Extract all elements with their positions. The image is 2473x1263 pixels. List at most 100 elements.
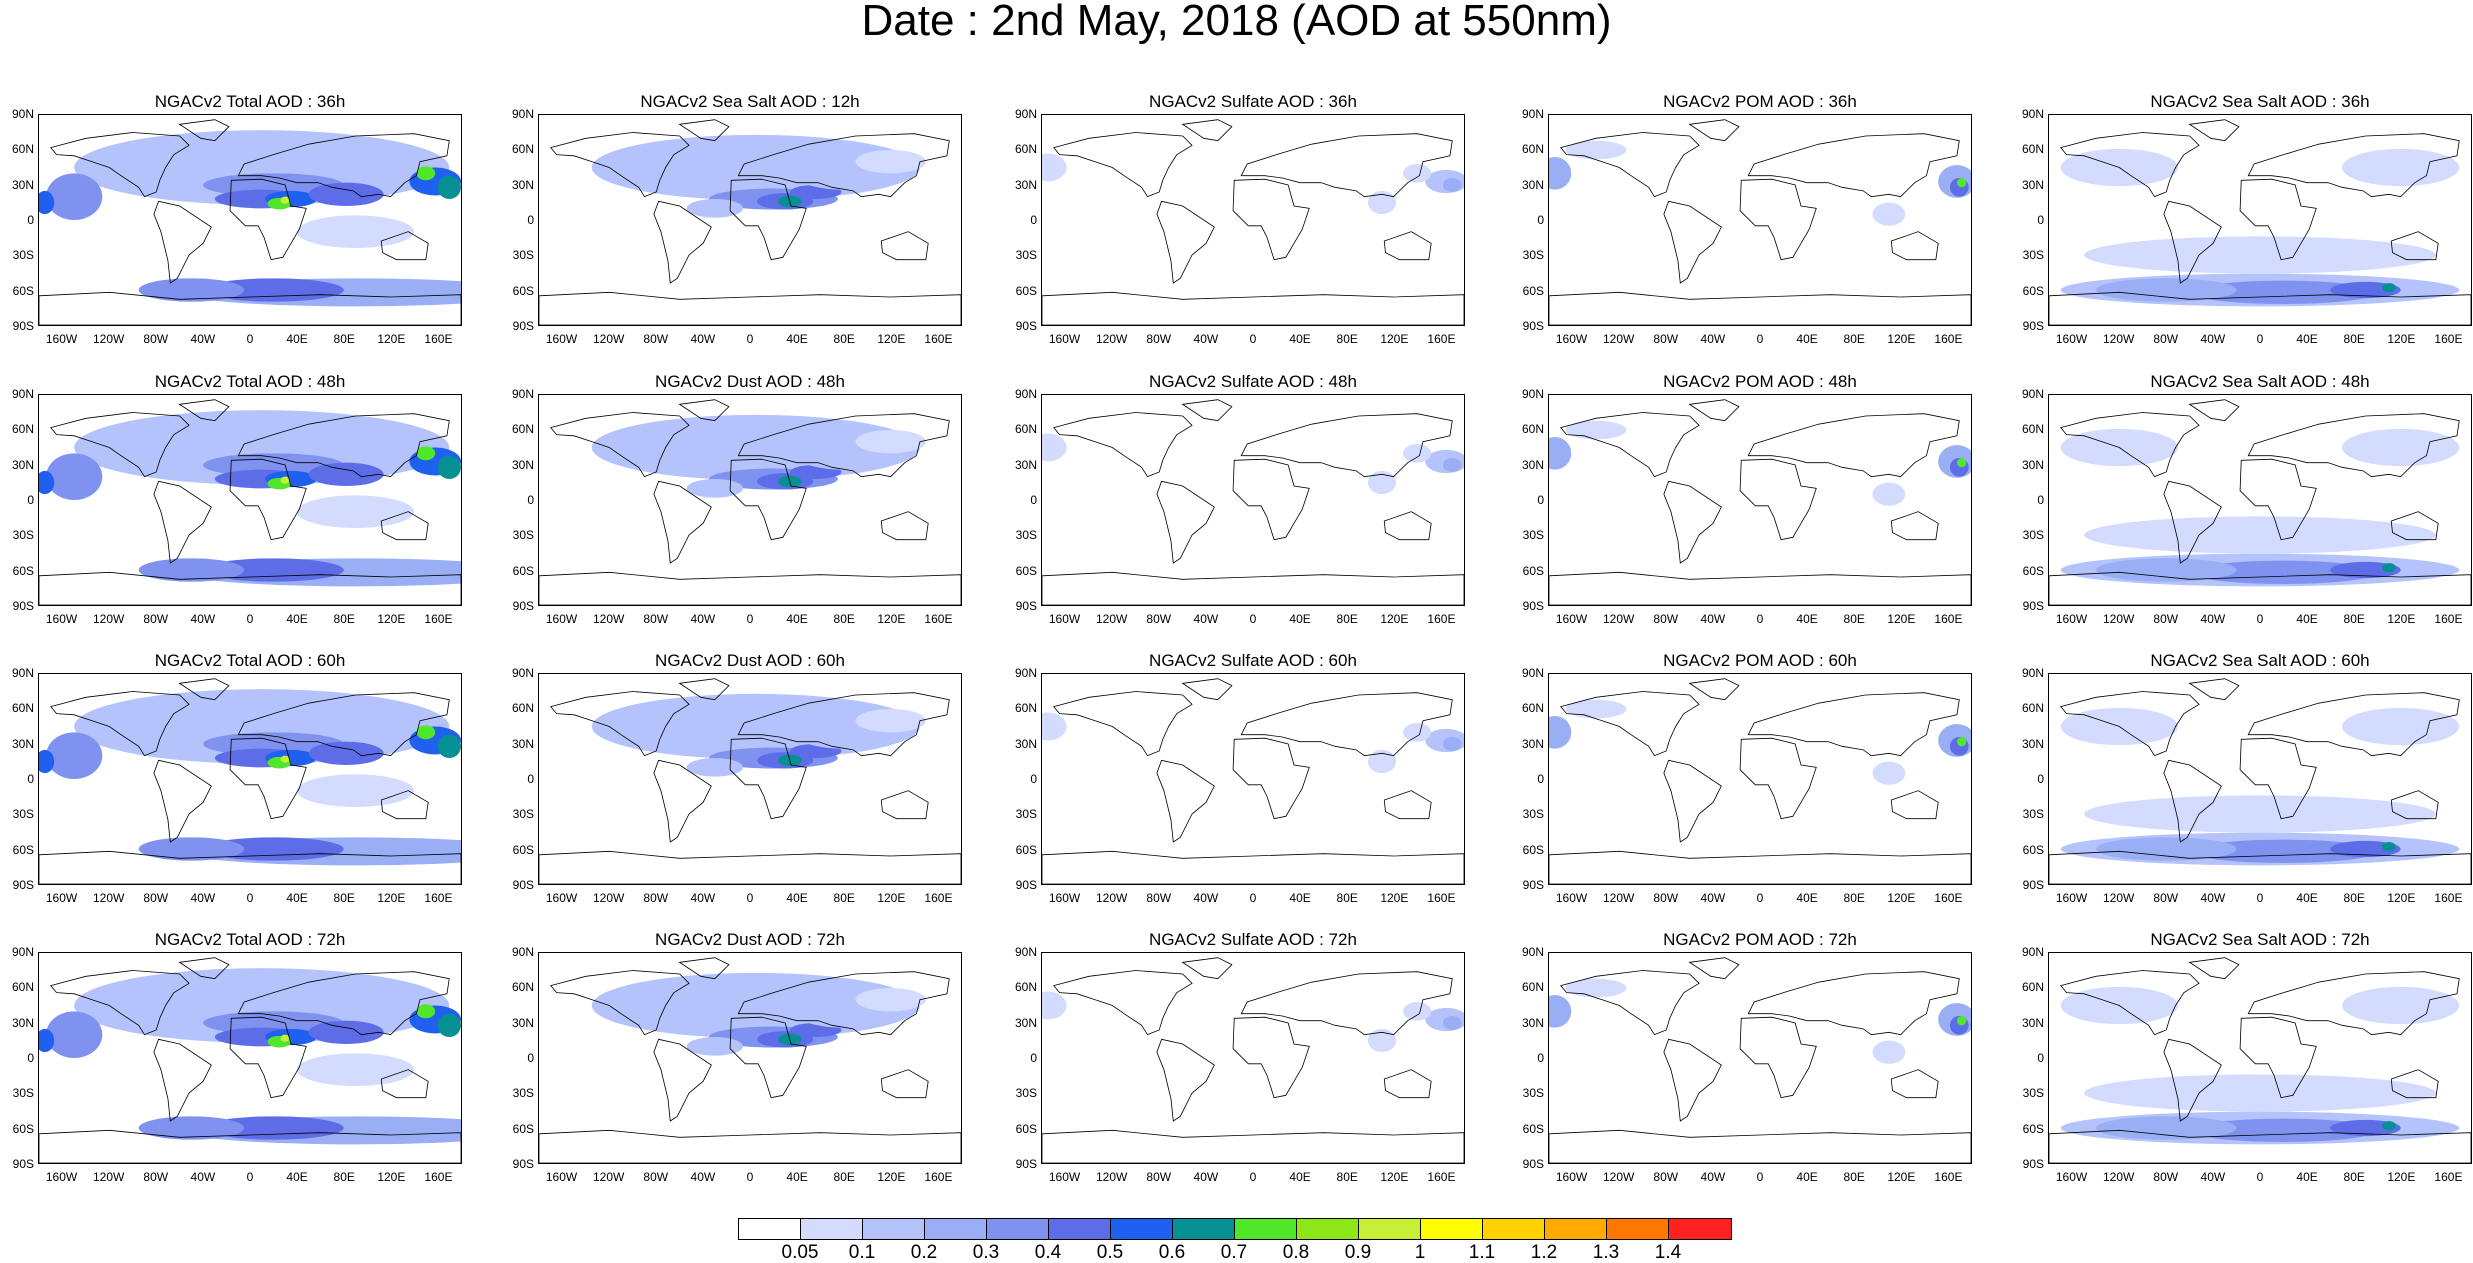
latitude-tick-label: 90S <box>1522 319 1544 333</box>
longitude-tick-label: 160W <box>45 612 78 626</box>
aod-contour-region <box>280 1034 290 1042</box>
longitude-tick-label: 80W <box>2153 1170 2179 1184</box>
map-panel: NGACv2 Dust AOD : 48h 90N 60N 30N 0 30S 60S 90S… <box>500 372 1000 642</box>
aod-contour-region <box>1367 190 1397 215</box>
coastline <box>880 1069 929 1099</box>
aod-contour-region <box>46 1011 103 1058</box>
latitude-tick-label: 90N <box>2021 666 2044 680</box>
longitude-tick-label: 40W <box>2200 332 2226 346</box>
longitude-tick-label: 40E <box>1796 332 1818 346</box>
longitude-tick-label: 0 <box>246 1170 254 1184</box>
map-panel: NGACv2 Total AOD : 48h 90N 60N 30N 0 30S 60S 90… <box>0 372 500 642</box>
longitude-tick-label: 120W <box>592 891 625 905</box>
panel-title: NGACv2 POM AOD : 72h <box>1663 930 1857 949</box>
latitude-tick-label: 30S <box>2022 1086 2044 1101</box>
coastline <box>1739 178 1817 261</box>
longitude-tick-label: 120W <box>592 332 625 346</box>
latitude-tick-label: 90N <box>11 945 34 959</box>
coastline <box>539 1129 961 1163</box>
colorbar-level-label: 1.4 <box>1654 1242 1682 1263</box>
coastline <box>1663 200 1722 284</box>
longitude-tick-label: 0 <box>2256 612 2264 626</box>
longitude-tick-label: 160E <box>2434 612 2463 626</box>
panel-title: NGACv2 Total AOD : 48h <box>154 372 346 391</box>
coastline <box>2059 132 2200 198</box>
panel-title: NGACv2 POM AOD : 60h <box>1663 651 1857 670</box>
longitude-tick-label: 120W <box>2102 1170 2135 1184</box>
longitude-tick-label: 80W <box>643 612 669 626</box>
aod-contour-region <box>1956 1016 1967 1026</box>
coastline <box>1042 850 1464 884</box>
coastline <box>39 291 461 325</box>
coastline <box>1240 692 1453 757</box>
longitude-tick-label: 80W <box>2153 612 2179 626</box>
longitude-tick-label: 80W <box>143 332 169 346</box>
longitude-tick-label: 120E <box>2387 1170 2416 1184</box>
aod-contour-region <box>416 725 436 740</box>
latitude-tick-label: 30N <box>1014 457 1037 472</box>
latitude-tick-label: 30S <box>1522 248 1544 263</box>
coastline <box>380 231 429 261</box>
coastline <box>2247 133 2460 198</box>
coastline <box>1890 790 1939 820</box>
coastline <box>2059 691 2200 757</box>
latitude-tick-label: 0 <box>1537 213 1544 227</box>
latitude-tick-label: 90S <box>1522 599 1544 613</box>
latitude-tick-label: 0 <box>527 213 534 227</box>
longitude-tick-label: 120E <box>877 612 906 626</box>
longitude-tick-label: 40W <box>1193 891 1219 905</box>
latitude-tick-label: 60N <box>1521 142 1544 157</box>
longitude-tick-label: 120W <box>92 332 125 346</box>
longitude-tick-label: 160W <box>45 1170 78 1184</box>
aod-contour-region <box>1872 482 1906 506</box>
colorbar-swatch <box>1235 1219 1297 1239</box>
longitude-tick-label: 0 <box>1756 612 1764 626</box>
longitude-tick-label: 160E <box>924 891 953 905</box>
map-panel: NGACv2 Dust AOD : 72h 90N 60N 30N 0 30S 60S 90S… <box>500 930 1000 1200</box>
latitude-tick-label: 60S <box>1522 842 1544 857</box>
coastline <box>2188 957 2240 980</box>
latitude-tick-label: 60N <box>1014 980 1037 995</box>
longitude-tick-label: 120E <box>1380 612 1409 626</box>
colorbar-swatch <box>987 1219 1049 1239</box>
coastline <box>2390 231 2439 261</box>
longitude-tick-label: 80W <box>1653 612 1679 626</box>
longitude-tick-label: 160E <box>924 612 953 626</box>
map-canvas <box>539 119 961 325</box>
longitude-tick-label: 40W <box>2200 1170 2226 1184</box>
longitude-tick-label: 160W <box>1555 612 1588 626</box>
longitude-tick-label: 120E <box>1887 612 1916 626</box>
longitude-tick-label: 80E <box>833 612 855 626</box>
latitude-tick-label: 90S <box>2022 1157 2044 1171</box>
aod-map <box>538 673 962 885</box>
latitude-tick-label: 30S <box>1015 248 1037 263</box>
aod-contour-region <box>203 732 344 756</box>
coastline <box>1156 200 1215 284</box>
latitude-tick-label: 0 <box>2037 1051 2044 1065</box>
latitude-tick-label: 60N <box>2021 980 2044 995</box>
longitude-tick-label: 40W <box>2200 891 2226 905</box>
panel-title: NGACv2 Sulfate AOD : 36h <box>1149 92 1357 111</box>
coastline <box>1181 957 1233 980</box>
map-canvas <box>39 957 461 1163</box>
latitude-tick-label: 30S <box>12 248 34 263</box>
latitude-tick-label: 60N <box>11 980 34 995</box>
longitude-tick-label: 80W <box>643 332 669 346</box>
latitude-tick-label: 90N <box>1521 107 1544 121</box>
coastline <box>229 1016 307 1099</box>
coastline <box>2247 971 2460 1036</box>
aod-contour-region <box>1872 761 1906 785</box>
longitude-tick-label: 80E <box>1843 891 1865 905</box>
map-canvas <box>39 399 461 605</box>
latitude-tick-label: 30S <box>12 528 34 543</box>
longitude-tick-label: 0 <box>246 612 254 626</box>
longitude-tick-label: 120E <box>877 891 906 905</box>
coastline <box>1232 178 1310 261</box>
aod-contour-region <box>437 1013 461 1037</box>
longitude-tick-label: 80E <box>1843 332 1865 346</box>
longitude-tick-label: 80W <box>2153 891 2179 905</box>
coastline <box>653 1038 712 1122</box>
colorbar-level-label: 0.9 <box>1344 1242 1372 1263</box>
coastline <box>2188 399 2240 422</box>
coastline <box>1052 691 1193 757</box>
